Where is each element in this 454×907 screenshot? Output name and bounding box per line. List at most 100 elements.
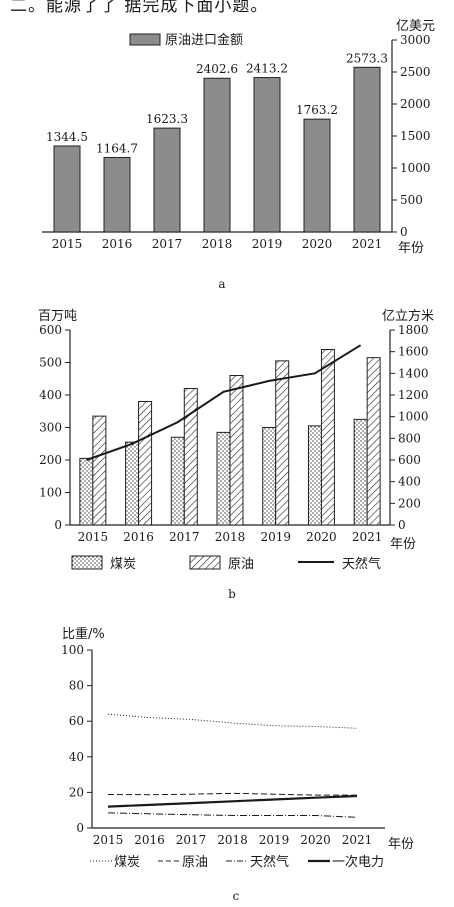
chart-c-legend: 煤炭 原油 天然气 一次电力 [90,854,384,870]
chart-b-right-tick-label: 0 [398,518,406,532]
chart-a-bar [303,118,331,233]
chart-a-y-tick-label: 1500 [400,129,431,143]
question-header-text: 二。能源了了 据完成下面小题。 [10,0,269,16]
chart-b-legend-label-coal: 煤炭 [110,557,136,572]
chart-b-oil-bar [320,349,335,526]
chart-c-x-tick-label: 2017 [176,833,207,847]
chart-a-data-label: 1164.7 [96,141,138,155]
chart-a-legend-swatch [129,33,161,46]
chart-a-panel-label: a [218,277,225,291]
chart-a-data-label: 1763.2 [296,103,338,117]
chart-b-right-unit: 亿立方米 [382,308,434,324]
chart-a-y-tick-label: 2500 [400,65,431,79]
chart-b-x-tick-label: 2019 [260,530,291,544]
chart-a-x-tick-label: 2018 [202,237,233,251]
chart-c-legend-label-gas: 天然气 [250,854,289,870]
chart-b-right-tick-label: 800 [398,431,421,445]
chart-b-coal-bar [170,436,185,526]
chart-a-x-tick-label: 2019 [252,237,283,251]
chart-b-right-tick-label: 400 [398,475,421,489]
chart-b-coal-bar [353,418,368,526]
chart-b-oil-bar [229,375,244,526]
chart-a-legend-label: 原油进口金额 [165,32,243,48]
chart-b-oil-bar [92,415,107,526]
chart-b-oil-bar [138,401,153,526]
question-header-strip: 二。能源了了 据完成下面小题。 [0,0,454,30]
chart-a-x-tick-label: 2017 [152,237,183,251]
chart-a-bar [103,156,131,233]
chart-a-data-label: 1623.3 [146,112,188,126]
chart-a-y-unit: 亿美元 [396,19,435,34]
chart-c-y-tick-label: 80 [69,679,84,693]
chart-c-y-tick-label: 40 [69,750,84,764]
chart-b-right-tick-label: 1400 [398,366,429,380]
chart-a-data-label: 2413.2 [246,62,288,76]
chart-a-bar [203,77,231,233]
chart-a-bar [253,77,281,233]
chart-b-left-tick-label: 300 [39,421,62,435]
chart-c-coal-line [107,713,358,729]
chart-a-legend: 原油进口金额 [129,32,243,48]
chart-c-x-tick-label: 2021 [342,833,373,847]
chart-a-x-tick-label: 2020 [302,237,333,251]
chart-b-x-tick-label: 2018 [215,530,246,544]
chart-c-power-line [107,794,358,808]
chart-b-left-tick-label: 500 [39,356,62,370]
chart-c-oil-line [107,792,357,796]
chart-b-x-tick-label: 2020 [306,530,337,544]
chart-b-x-tick-label: 2021 [352,530,383,544]
chart-b-oil-bar [275,360,290,526]
chart-b-coal-bar [307,425,322,526]
chart-b-legend-swatch-coal [71,555,103,570]
chart-a-y-tick-label: 0 [400,225,408,239]
chart-c-y-tick-label: 0 [76,821,84,835]
chart-b-legend: 煤炭 原油 天然气 [71,555,381,572]
chart-a-x-tick-label: 2015 [52,237,83,251]
chart-c-x-tick-label: 2019 [259,833,290,847]
chart-c-x-tick-label: 2016 [134,833,165,847]
chart-b-left-tick-label: 100 [39,486,62,500]
chart-b-oil-bar [366,357,381,526]
chart-b-left-tick-label: 400 [39,388,62,402]
chart-b-x-tick-label: 2015 [78,530,109,544]
chart-c-legend-label-oil: 原油 [182,855,208,870]
chart-c-y-tick-label: 20 [69,785,84,799]
chart-b-left-tick-label: 200 [39,453,62,467]
chart-c-y-tick-label: 100 [61,643,84,657]
chart-b-oil-bar [183,388,198,526]
chart-a-bar [153,127,181,233]
chart-c-energy-share: 比重/% 0 20 40 60 80 100 2015 2016 2017 2018 2019 20… [61,626,414,903]
chart-a-y-tick-label: 500 [400,193,423,207]
chart-a-data-label: 1344.5 [46,130,88,144]
chart-c-legend-label-coal: 煤炭 [114,855,140,870]
chart-c-panel-label: c [233,889,240,903]
chart-a-x-axis-label: 年份 [398,241,424,256]
chart-a-x-tick-label: 2016 [102,237,133,251]
chart-b-x-tick-label: 2017 [169,530,200,544]
chart-b-coal-bar [79,457,94,526]
chart-b-legend-label-gas: 天然气 [342,556,381,572]
chart-c-legend-label-power: 一次电力 [332,854,384,870]
chart-a-y-tick-label: 2000 [400,97,431,111]
chart-c-x-axis-label: 年份 [388,837,414,852]
chart-c-y-unit: 比重/% [62,626,105,642]
chart-b-right-tick-label: 1600 [398,345,429,359]
chart-b-energy-production: 百万吨 亿立方米 0 100 200 300 400 500 600 0 200 400 600 8… [38,308,434,601]
chart-c-x-tick-label: 2018 [217,833,248,847]
chart-b-right-tick-label: 1800 [398,323,429,337]
chart-a-y-tick-label: 1000 [400,161,431,175]
chart-b-left-tick-label: 0 [54,518,62,532]
chart-b-legend-label-oil: 原油 [228,557,254,572]
chart-a-data-label: 2402.6 [196,62,238,76]
chart-b-panel-label: b [228,587,236,601]
chart-c-y-tick-label: 60 [69,714,84,728]
chart-b-left-tick-label: 600 [39,323,62,337]
chart-c-gas-line [107,812,358,818]
chart-b-legend-swatch-oil [189,555,221,570]
chart-b-right-tick-label: 1200 [398,388,429,402]
chart-b-right-tick-label: 200 [398,496,421,510]
chart-b-x-axis-label: 年份 [390,537,416,552]
chart-b-coal-bar [216,431,231,526]
chart-c-x-tick-label: 2015 [93,833,124,847]
chart-b-x-tick-label: 2016 [123,530,154,544]
